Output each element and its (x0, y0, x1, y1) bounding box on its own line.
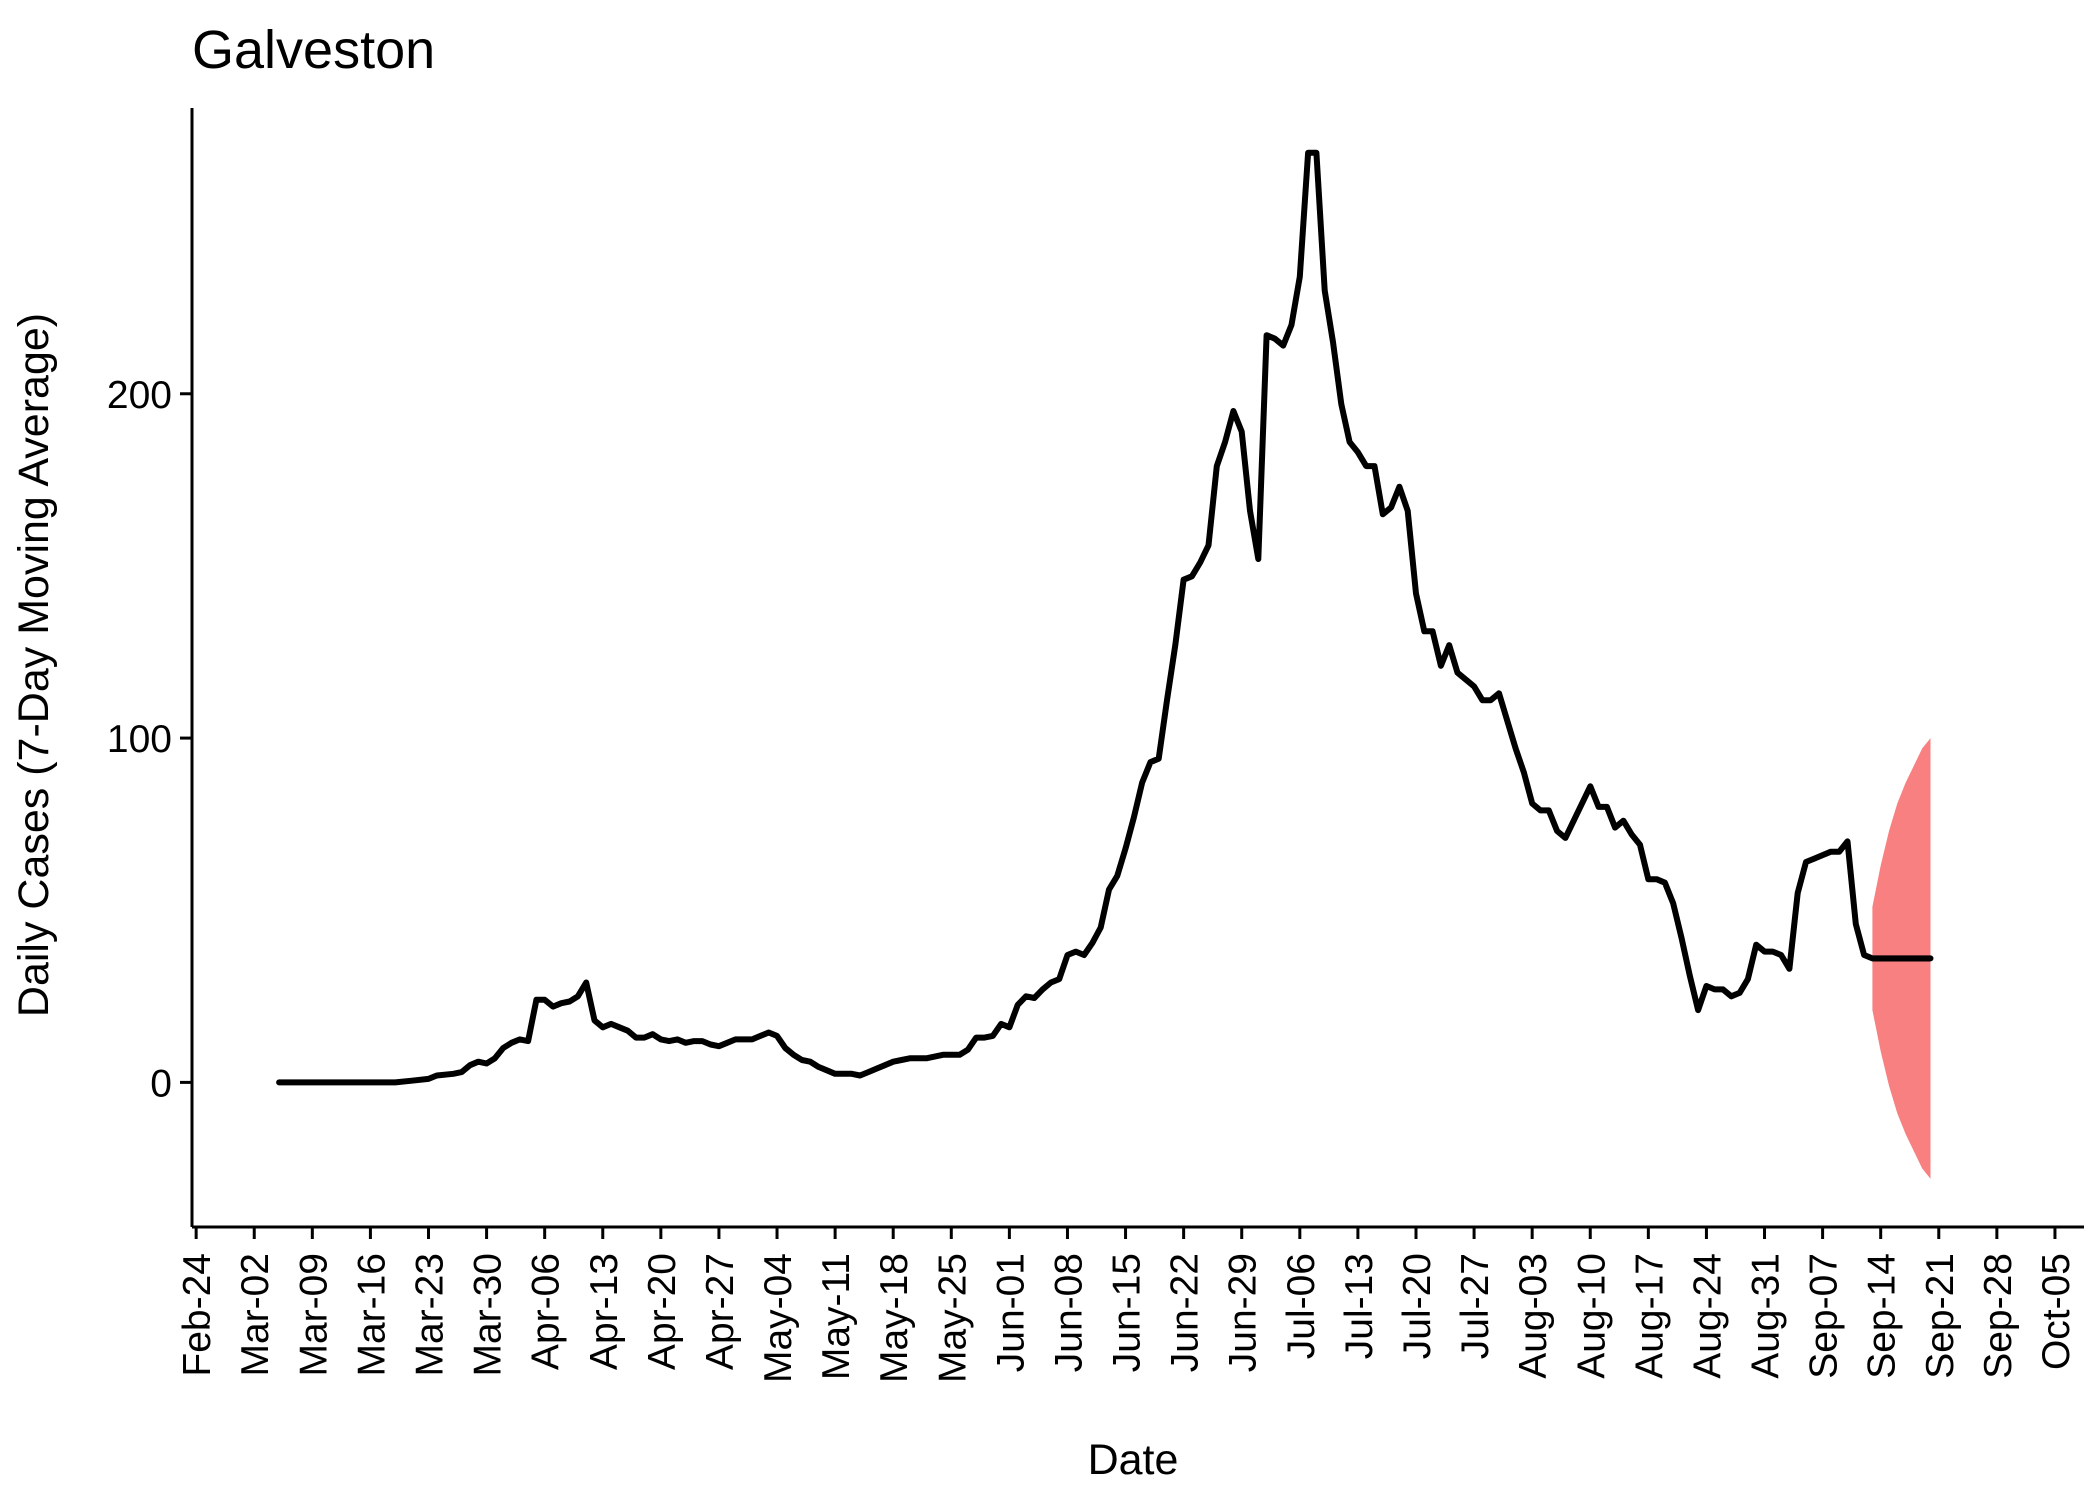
x-tick-label: May-25 (931, 1253, 974, 1383)
x-axis-title: Date (1088, 1436, 1179, 1484)
x-tick-label: Jun-01 (989, 1253, 1032, 1372)
y-axis-ticks: 0 100 200 (107, 374, 192, 1105)
x-tick-label: Apr-06 (525, 1253, 568, 1370)
x-tick-label: Sep-14 (1861, 1253, 1904, 1379)
x-tick-label: Aug-31 (1745, 1253, 1788, 1379)
x-tick-label: May-11 (815, 1253, 858, 1380)
x-tick-label: May-18 (873, 1253, 916, 1383)
x-tick-label: Jul-13 (1338, 1253, 1381, 1359)
plot-area (276, 149, 1934, 1179)
x-tick-label: May-04 (757, 1253, 800, 1383)
x-tick-label: Jun-08 (1047, 1253, 1090, 1372)
x-tick-label: Feb-24 (176, 1253, 219, 1377)
x-tick-label: Oct-05 (2035, 1253, 2078, 1370)
x-tick-label: Aug-17 (1628, 1253, 1671, 1379)
series-line (276, 149, 1934, 1086)
x-tick-label: Jun-15 (1106, 1253, 1149, 1372)
x-tick-label: Aug-10 (1570, 1253, 1613, 1379)
x-tick-label: Jul-27 (1454, 1253, 1497, 1359)
x-tick-label: Mar-16 (350, 1253, 393, 1377)
x-tick-label: Mar-23 (409, 1253, 452, 1377)
x-tick-label: Jul-20 (1396, 1253, 1439, 1359)
x-tick-label: Sep-07 (1803, 1253, 1846, 1379)
x-tick-label: Apr-20 (641, 1253, 684, 1370)
x-tick-label: Aug-24 (1686, 1253, 1729, 1379)
x-tick-label: Jul-06 (1280, 1253, 1323, 1359)
x-axis-ticks: Feb-24 Mar-02 Mar-09 Mar-16 Mar-23 Mar-30 Apr-… (176, 1227, 2078, 1383)
x-tick-label: Jun-29 (1222, 1253, 1265, 1372)
y-tick-label: 0 (150, 1062, 172, 1105)
x-tick-label: Aug-03 (1512, 1253, 1555, 1379)
y-tick-label: 200 (107, 374, 172, 417)
x-tick-label: Mar-02 (234, 1253, 277, 1377)
y-tick-label: 100 (107, 718, 172, 761)
y-axis-title: Daily Cases (7-Day Moving Average) (10, 313, 58, 1017)
x-tick-label: Mar-09 (292, 1253, 335, 1377)
x-tick-label: Sep-21 (1919, 1253, 1962, 1379)
x-tick-label: Apr-27 (699, 1253, 742, 1370)
chart-title: Galveston (192, 20, 435, 80)
x-tick-label: Mar-30 (467, 1253, 510, 1377)
x-tick-label: Jun-22 (1164, 1253, 1207, 1372)
x-tick-label: Apr-13 (583, 1253, 626, 1370)
x-tick-label: Sep-28 (1977, 1253, 2020, 1379)
